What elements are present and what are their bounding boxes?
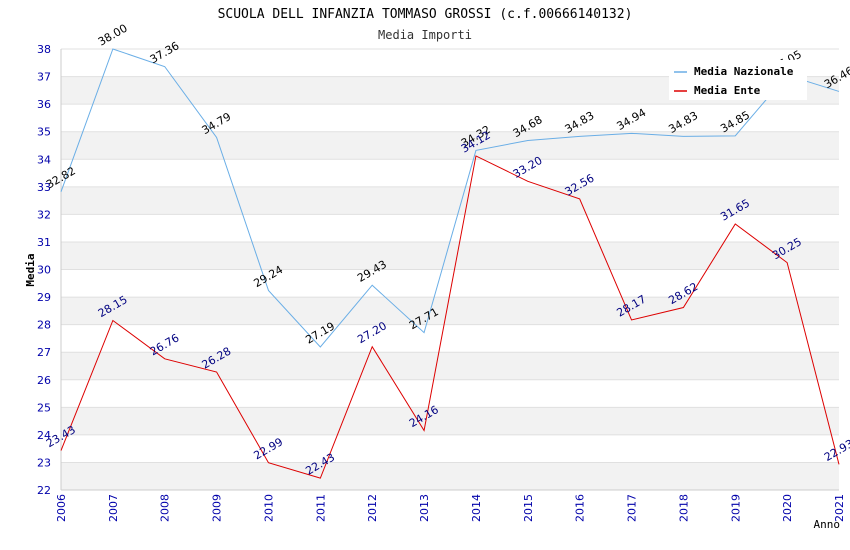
data-label: 37.36 bbox=[148, 39, 182, 66]
x-tick-label: 2021 bbox=[833, 494, 846, 522]
band-32 bbox=[61, 186, 839, 215]
band-24 bbox=[61, 407, 839, 435]
x-axis-label: Anno bbox=[814, 518, 841, 531]
y-tick-label: 22 bbox=[37, 484, 51, 497]
x-tick-label: 2014 bbox=[470, 494, 483, 522]
series-lines bbox=[60, 48, 840, 479]
y-tick-label: 35 bbox=[37, 126, 51, 139]
y-tick-label: 30 bbox=[37, 264, 51, 277]
x-tick-label: 2019 bbox=[729, 494, 742, 522]
y-tick-label: 26 bbox=[37, 374, 51, 387]
legend-label-media-ente: Media Ente bbox=[694, 84, 761, 97]
x-tick-label: 2006 bbox=[55, 494, 68, 522]
y-tick-labels: 22 23 24 25 26 27 28 29 30 31 32 33 34 35 36 37 38 bbox=[37, 43, 51, 497]
y-tick-label: 31 bbox=[37, 236, 51, 249]
y-tick-label: 25 bbox=[37, 401, 51, 414]
x-tick-label: 2015 bbox=[522, 494, 535, 522]
x-tick-label: 2018 bbox=[677, 494, 690, 522]
x-tick-label: 2013 bbox=[418, 494, 431, 522]
data-label: 38.00 bbox=[96, 22, 130, 49]
band-26 bbox=[61, 352, 839, 380]
x-tick-label: 2012 bbox=[366, 494, 379, 522]
y-tick-label: 27 bbox=[37, 346, 51, 359]
x-tick-label: 2017 bbox=[626, 494, 639, 522]
band-22 bbox=[61, 462, 839, 490]
x-tick-label: 2016 bbox=[574, 494, 587, 522]
y-tick-label: 38 bbox=[37, 43, 51, 56]
background-bands bbox=[61, 76, 839, 490]
data-label: 34.94 bbox=[615, 106, 649, 133]
x-tick-labels: 2006 2007 2008 2009 2010 2011 2012 2013 2014 2015… bbox=[55, 494, 846, 522]
y-tick-label: 32 bbox=[37, 208, 51, 221]
y-tick-label: 33 bbox=[37, 181, 51, 194]
x-tick-label: 2011 bbox=[314, 494, 327, 522]
y-tick-label: 29 bbox=[37, 291, 51, 304]
legend-box bbox=[669, 60, 807, 100]
y-tick-label: 34 bbox=[37, 153, 51, 166]
y-tick-label: 37 bbox=[37, 71, 51, 84]
x-tick-label: 2020 bbox=[781, 494, 794, 522]
band-30 bbox=[61, 241, 839, 270]
band-28 bbox=[61, 297, 839, 325]
data-label: 22.99 bbox=[251, 435, 285, 462]
grid-lines bbox=[60, 48, 839, 491]
series-line-1 bbox=[60, 155, 840, 479]
legend: Media Nazionale Media Ente bbox=[669, 60, 807, 100]
y-axis-label: Media bbox=[24, 253, 37, 286]
x-tick-label: 2007 bbox=[107, 494, 120, 522]
data-label: 22.93 bbox=[822, 437, 850, 464]
series-line-0 bbox=[60, 48, 840, 348]
chart-title: SCUOLA DELL INFANZIA TOMMASO GROSSI (c.f… bbox=[218, 7, 633, 22]
x-tick-label: 2009 bbox=[211, 494, 224, 522]
y-tick-label: 23 bbox=[37, 456, 51, 469]
y-tick-label: 24 bbox=[37, 429, 51, 442]
chart-subtitle: Media Importi bbox=[378, 28, 472, 42]
x-tick-label: 2010 bbox=[262, 494, 275, 522]
y-tick-label: 28 bbox=[37, 319, 51, 332]
x-tick-label: 2008 bbox=[159, 494, 172, 522]
legend-label-media-nazionale: Media Nazionale bbox=[694, 65, 794, 78]
y-tick-label: 36 bbox=[37, 98, 51, 111]
